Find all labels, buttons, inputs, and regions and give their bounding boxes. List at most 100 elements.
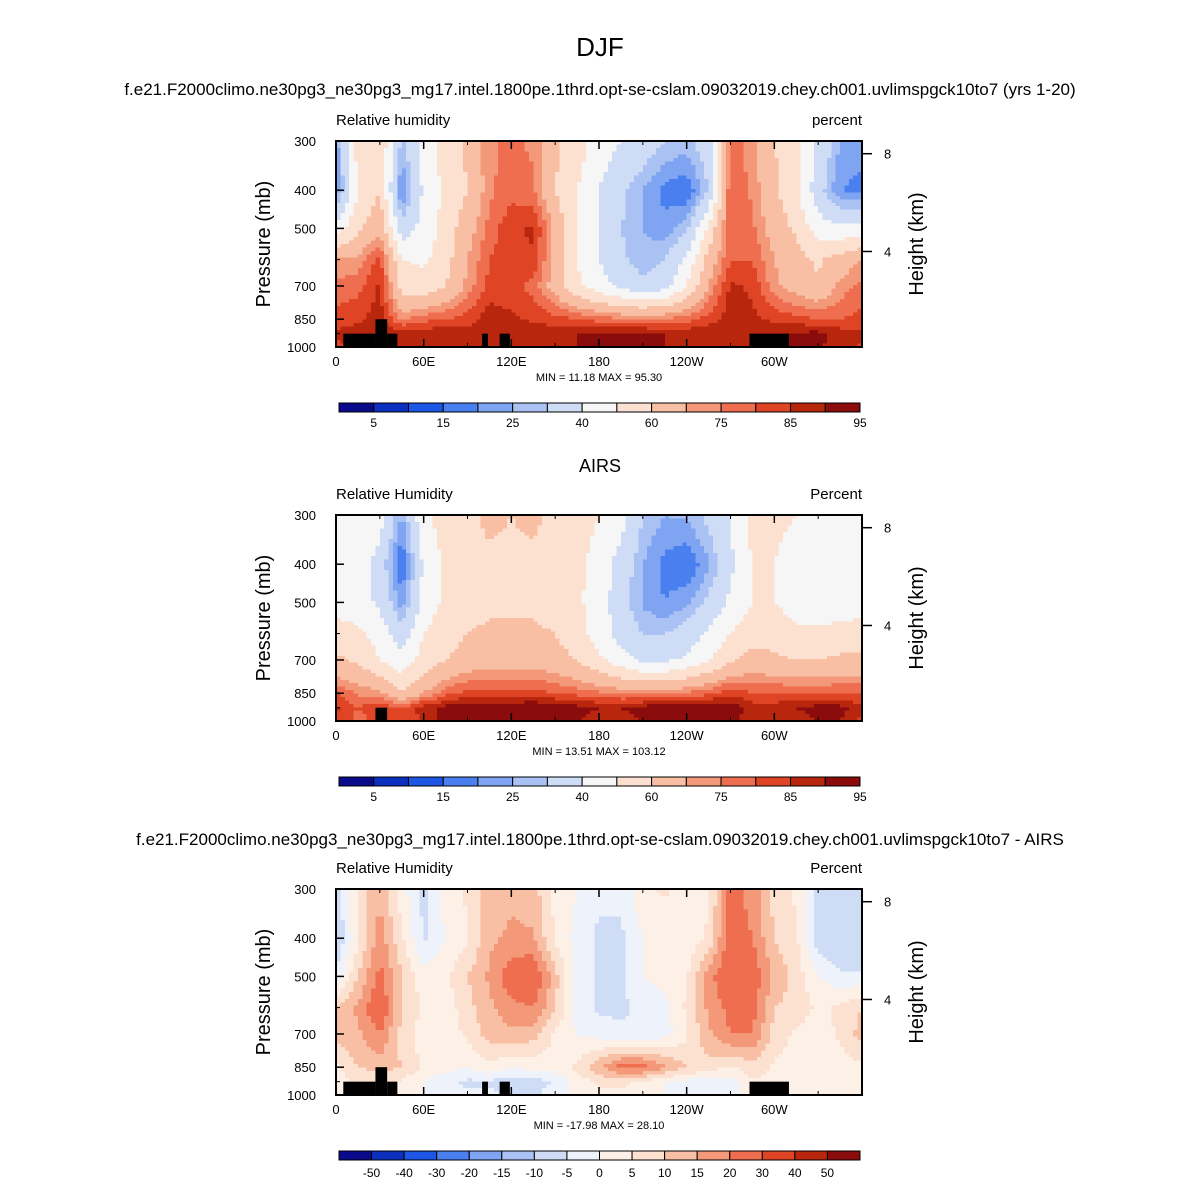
field-cell xyxy=(384,203,389,207)
field-cell xyxy=(674,155,679,159)
field-cell xyxy=(380,237,385,241)
field-cell xyxy=(682,206,687,210)
field-cell xyxy=(814,168,819,172)
field-cell xyxy=(367,268,372,272)
field-cell xyxy=(520,227,525,231)
field-cell xyxy=(367,244,372,248)
field-cell xyxy=(441,151,446,155)
field-cell xyxy=(555,234,560,238)
field-cell xyxy=(542,241,547,245)
field-cell xyxy=(463,148,468,152)
field-cell xyxy=(577,151,582,155)
field-cell xyxy=(560,244,565,248)
field-cell xyxy=(349,237,354,241)
field-cell xyxy=(516,168,521,172)
field-cell xyxy=(844,175,849,179)
field-cell xyxy=(656,148,661,152)
field-cell xyxy=(524,251,529,255)
field-cell xyxy=(634,144,639,148)
field-cell xyxy=(371,227,376,231)
field-cell xyxy=(634,265,639,269)
field-cell xyxy=(731,220,736,224)
field-cell xyxy=(704,186,709,190)
field-cell xyxy=(647,182,652,186)
field-cell xyxy=(406,217,411,221)
field-cell xyxy=(533,220,538,224)
field-cell xyxy=(538,271,543,275)
field-cell xyxy=(674,196,679,200)
field-cell xyxy=(459,241,464,245)
field-cell xyxy=(744,237,749,241)
field-cell xyxy=(511,193,516,197)
field-cell xyxy=(669,162,674,166)
field-cell xyxy=(805,241,810,245)
field-cell xyxy=(568,261,573,265)
field-cell xyxy=(748,158,753,162)
field-cell xyxy=(682,227,687,231)
field-cell xyxy=(647,275,652,279)
field-cell xyxy=(700,241,705,245)
field-cell xyxy=(713,158,718,162)
field-cell xyxy=(533,234,538,238)
field-cell xyxy=(454,278,459,282)
field-cell xyxy=(595,230,600,234)
field-cell xyxy=(358,155,363,159)
field-cell xyxy=(432,282,437,286)
field-cell xyxy=(415,168,420,172)
field-cell xyxy=(542,223,547,227)
field-cell xyxy=(586,282,591,286)
field-cell xyxy=(345,155,350,159)
field-cell xyxy=(494,258,499,262)
field-cell xyxy=(560,168,565,172)
field-cell xyxy=(393,237,398,241)
field-cell xyxy=(691,165,696,169)
field-cell xyxy=(432,271,437,275)
field-cell xyxy=(757,158,762,162)
field-cell xyxy=(731,247,736,251)
field-cell xyxy=(389,158,394,162)
field-cell xyxy=(551,237,556,241)
field-cell xyxy=(371,275,376,279)
field-cell xyxy=(844,151,849,155)
field-cell xyxy=(652,196,657,200)
field-cell xyxy=(722,148,727,152)
field-cell xyxy=(498,199,503,203)
field-cell xyxy=(682,241,687,245)
field-cell xyxy=(568,275,573,279)
field-cell xyxy=(529,148,534,152)
field-cell xyxy=(375,162,380,166)
field-cell xyxy=(389,144,394,148)
field-cell xyxy=(450,165,455,169)
field-cell xyxy=(415,199,420,203)
field-cell xyxy=(608,261,613,265)
field-cell xyxy=(402,258,407,262)
field-cell xyxy=(454,237,459,241)
field-cell xyxy=(393,172,398,176)
field-cell xyxy=(419,234,424,238)
field-cell xyxy=(397,244,402,248)
field-cell xyxy=(726,247,731,251)
field-cell xyxy=(796,223,801,227)
field-cell xyxy=(340,203,345,207)
field-cell xyxy=(695,203,700,207)
field-cell xyxy=(853,223,858,227)
field-cell xyxy=(766,223,771,227)
field-cell xyxy=(542,213,547,217)
field-cell xyxy=(849,155,854,159)
field-cell xyxy=(757,186,762,190)
field-cell xyxy=(647,168,652,172)
field-cell xyxy=(634,268,639,272)
field-cell xyxy=(735,175,740,179)
field-cell xyxy=(340,199,345,203)
field-cell xyxy=(678,223,683,227)
field-cell xyxy=(437,271,442,275)
field-cell xyxy=(700,158,705,162)
field-cell xyxy=(739,210,744,214)
field-cell xyxy=(717,275,722,279)
field-cell xyxy=(367,203,372,207)
field-cell xyxy=(476,254,481,258)
field-cell xyxy=(362,254,367,258)
field-cell xyxy=(652,144,657,148)
field-cell xyxy=(406,189,411,193)
field-cell xyxy=(459,189,464,193)
